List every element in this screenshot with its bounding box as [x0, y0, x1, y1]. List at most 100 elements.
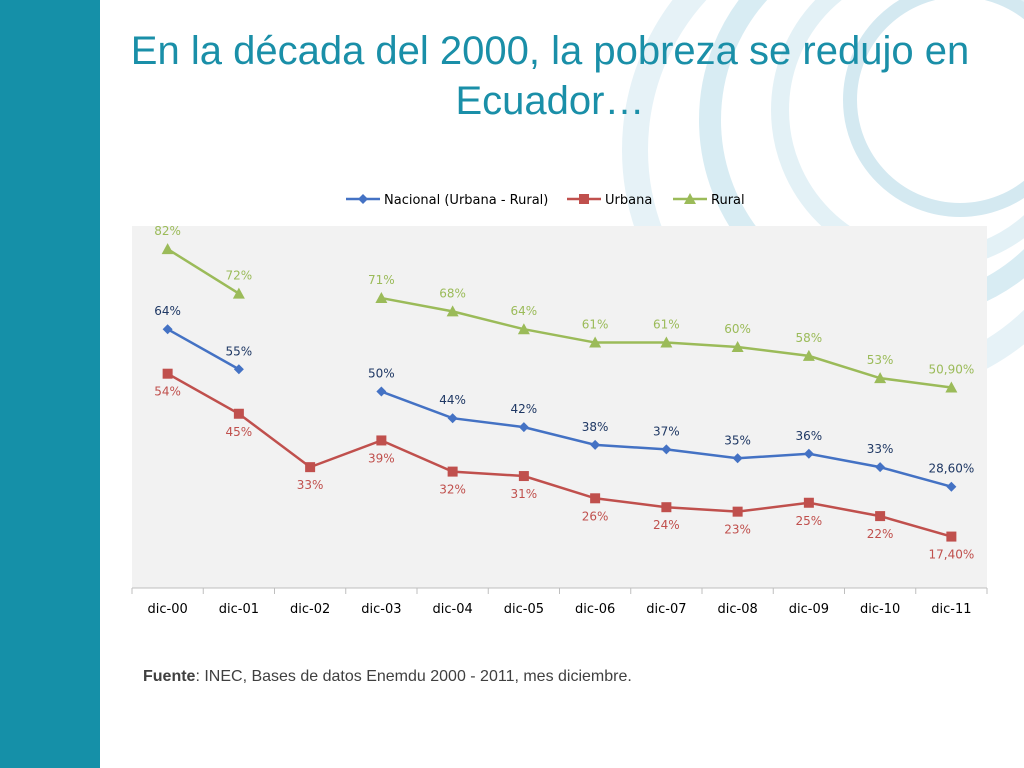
source-label: Fuente — [143, 668, 196, 685]
data-point — [447, 466, 458, 477]
data-point — [874, 372, 887, 384]
data-label: 25% — [796, 514, 823, 528]
data-label: 37% — [653, 424, 680, 438]
data-label: 54% — [154, 385, 181, 399]
data-point — [162, 368, 173, 379]
data-label: 60% — [724, 322, 751, 336]
x-tick-label: dic-09 — [789, 602, 829, 617]
data-point — [305, 462, 316, 473]
data-point — [732, 453, 743, 464]
data-label: 68% — [439, 286, 466, 300]
data-label: 72% — [226, 269, 253, 283]
legend-item: Urbana — [567, 193, 652, 208]
data-label: 31% — [511, 487, 538, 501]
x-tick-label: dic-01 — [219, 602, 259, 617]
sidebar-accent-bar — [0, 0, 100, 768]
series-line — [167, 328, 240, 371]
data-point — [517, 323, 530, 335]
data-point — [376, 435, 387, 446]
legend-label: Rural — [711, 193, 745, 208]
data-label: 22% — [867, 527, 894, 541]
x-tick-label: dic-10 — [860, 602, 900, 617]
data-label: 28,60% — [928, 462, 974, 476]
data-label: 64% — [154, 304, 181, 318]
data-label: 35% — [724, 433, 751, 447]
data-label: 64% — [511, 304, 538, 318]
data-label: 33% — [297, 478, 324, 492]
data-label: 71% — [368, 273, 395, 287]
legend-item: Rural — [673, 193, 745, 208]
data-labels: 64% 55% 50% 44% 42% 38% 37% 35% 36% 33% 28,60% 54% 4… — [154, 224, 974, 561]
data-label: 17,40% — [928, 548, 974, 562]
data-point — [232, 287, 245, 299]
legend-item: Nacional (Urbana - Rural) — [346, 193, 548, 208]
x-tick-label: dic-00 — [148, 602, 188, 617]
data-label: 45% — [226, 425, 253, 439]
data-label: 50% — [368, 367, 395, 381]
data-label: 50,90% — [928, 362, 974, 376]
data-label: 53% — [867, 353, 894, 367]
series-markers — [161, 243, 958, 542]
x-tick-label: dic-05 — [504, 602, 544, 617]
data-point — [803, 497, 814, 508]
data-point — [684, 193, 696, 204]
data-label: 23% — [724, 523, 751, 537]
data-point — [590, 439, 601, 450]
source-note: Fuente: INEC, Bases de datos Enemdu 2000… — [143, 668, 632, 686]
category-axis: dic-00 dic-01 dic-02 dic-03 dic-04 dic-05 dic-… — [131, 587, 988, 617]
data-point — [590, 493, 601, 504]
legend-label: Urbana — [605, 193, 652, 208]
data-label: 55% — [226, 344, 253, 358]
data-point — [945, 381, 958, 393]
x-tick-label: dic-07 — [646, 602, 686, 617]
source-text: : INEC, Bases de datos Enemdu 2000 - 201… — [195, 668, 632, 685]
series-line — [166, 248, 240, 295]
plot-area — [132, 226, 987, 588]
data-label: 42% — [511, 402, 538, 416]
data-point — [446, 305, 459, 317]
data-point — [161, 243, 174, 255]
data-point — [233, 364, 244, 375]
data-point — [946, 481, 957, 492]
data-point — [447, 413, 458, 424]
data-point — [875, 462, 886, 473]
data-point — [732, 506, 743, 517]
x-tick-label: dic-02 — [290, 602, 330, 617]
data-point — [375, 292, 388, 304]
data-point — [518, 471, 529, 482]
data-label: 44% — [439, 393, 466, 407]
data-label: 36% — [796, 429, 823, 443]
data-point — [946, 531, 957, 542]
data-label: 58% — [796, 331, 823, 345]
data-point — [233, 408, 244, 419]
slide-title: En la década del 2000, la pobreza se red… — [130, 29, 970, 123]
data-point — [162, 324, 173, 335]
data-point — [660, 336, 673, 348]
x-tick-label: dic-11 — [931, 602, 971, 617]
data-label: 82% — [154, 224, 181, 238]
x-tick-label: dic-08 — [718, 602, 758, 617]
data-label: 32% — [439, 483, 466, 497]
data-point — [731, 341, 744, 352]
data-point — [358, 194, 368, 204]
data-label: 24% — [653, 518, 680, 532]
data-label: 61% — [653, 318, 680, 332]
data-point — [803, 448, 814, 459]
data-label: 39% — [368, 451, 395, 465]
data-point — [589, 336, 602, 348]
series-line — [167, 372, 952, 538]
data-point — [579, 194, 589, 204]
data-point — [376, 386, 387, 397]
x-tick-label: dic-03 — [361, 602, 401, 617]
x-tick-label: dic-06 — [575, 602, 615, 617]
data-label: 38% — [582, 420, 609, 434]
data-point — [661, 502, 672, 513]
data-label: 33% — [867, 442, 894, 456]
data-point — [518, 422, 529, 433]
x-tick-label: dic-04 — [433, 602, 473, 617]
data-point — [875, 511, 886, 522]
data-point — [802, 349, 815, 361]
data-label: 61% — [582, 318, 609, 332]
legend-label: Nacional (Urbana - Rural) — [384, 193, 548, 208]
